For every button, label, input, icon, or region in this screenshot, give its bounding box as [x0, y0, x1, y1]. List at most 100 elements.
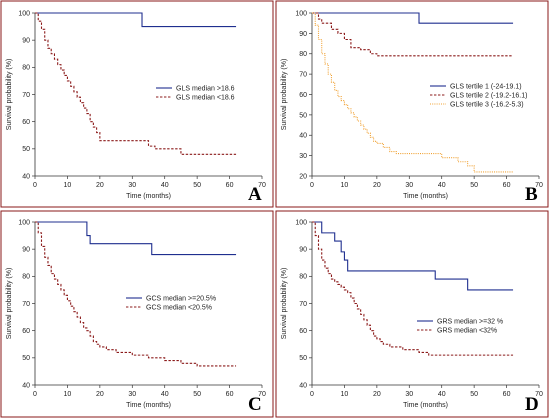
y-tick-label: 60 — [22, 119, 30, 126]
y-tick-label: 90 — [22, 247, 30, 254]
x-tick-label: 30 — [128, 182, 136, 189]
legend-label-1: GRS median >=32 % — [437, 318, 503, 325]
legend-label-3: GLS tertile 3 (-16.2-5.3) — [450, 101, 524, 108]
x-axis-label: Time (months) — [403, 402, 448, 409]
x-tick-label: 40 — [438, 182, 446, 189]
y-tick-label: 80 — [299, 274, 307, 281]
y-tick-label: 40 — [22, 173, 30, 180]
y-tick-label: 80 — [299, 51, 307, 58]
panel-letter: B — [525, 184, 538, 205]
chart-panel-d: 0 10 20 30 40 50 60 70 40 50 60 70 80 90 100 Time (mont… — [275, 210, 549, 418]
y-tick-label: 40 — [22, 382, 30, 389]
x-tick-label: 50 — [470, 391, 478, 398]
x-tick-label: 10 — [341, 182, 349, 189]
y-tick-label: 70 — [22, 301, 30, 308]
x-axis-label: Time (months) — [403, 193, 448, 200]
x-tick-label: 70 — [258, 391, 266, 398]
y-tick-label: 90 — [299, 31, 307, 38]
x-tick-label: 70 — [535, 391, 543, 398]
y-axis-label: Survival probability (%) — [6, 268, 13, 340]
x-tick-label: 30 — [128, 391, 136, 398]
y-tick-label: 50 — [22, 146, 30, 153]
x-axis-label: Time (months) — [126, 402, 171, 409]
y-tick-label: 60 — [299, 328, 307, 335]
survival-curve-1 — [312, 12, 514, 24]
x-tick-label: 40 — [161, 391, 169, 398]
x-tick-label: 20 — [373, 391, 381, 398]
y-tick-label: 50 — [22, 355, 30, 362]
y-tick-label: 50 — [299, 112, 307, 119]
panel-border — [275, 210, 549, 418]
survival-curve-1 — [35, 12, 237, 28]
y-tick-label: 50 — [299, 355, 307, 362]
y-tick-label: 90 — [22, 38, 30, 45]
chart-panel-b: 0 10 20 30 40 50 60 70 20 30 40 50 60 70 80 90 100 Time (… — [275, 0, 549, 208]
y-tick-label: 40 — [299, 382, 307, 389]
y-tick-label: 80 — [22, 274, 30, 281]
x-tick-label: 50 — [193, 182, 201, 189]
y-tick-label: 20 — [299, 173, 307, 180]
y-tick-label: 100 — [18, 219, 30, 226]
legend-label-2: GLS median <18.6 — [176, 94, 235, 101]
x-tick-label: 20 — [96, 182, 104, 189]
legend-label-2: GRS median <32% — [437, 327, 497, 334]
chart-panel-a: 0 10 20 30 40 50 60 70 40 50 60 70 80 90 100 Time (mont… — [0, 0, 274, 208]
panel-border — [275, 0, 549, 208]
x-tick-label: 10 — [64, 182, 72, 189]
legend-label-1: GLS tertile 1 (-24-19.1) — [450, 83, 522, 90]
x-tick-label: 60 — [503, 391, 511, 398]
x-tick-label: 60 — [503, 182, 511, 189]
panel-border — [0, 210, 274, 418]
y-tick-label: 40 — [299, 133, 307, 140]
x-tick-label: 50 — [470, 182, 478, 189]
x-tick-label: 50 — [193, 391, 201, 398]
x-tick-label: 30 — [405, 182, 413, 189]
y-tick-label: 70 — [299, 72, 307, 79]
y-axis-label: Survival probability (%) — [6, 59, 13, 131]
x-tick-label: 0 — [310, 391, 314, 398]
y-tick-label: 90 — [299, 247, 307, 254]
y-tick-label: 70 — [299, 301, 307, 308]
y-tick-label: 60 — [22, 328, 30, 335]
x-tick-label: 60 — [226, 391, 234, 398]
x-tick-label: 10 — [341, 391, 349, 398]
y-axis-label: Survival probability (%) — [281, 59, 288, 131]
x-tick-label: 20 — [373, 182, 381, 189]
x-tick-label: 20 — [96, 391, 104, 398]
x-tick-label: 0 — [33, 182, 37, 189]
x-tick-label: 70 — [258, 182, 266, 189]
legend-label-2: GCS median <20.5% — [146, 304, 212, 311]
survival-curve-1 — [35, 221, 237, 256]
x-tick-label: 0 — [33, 391, 37, 398]
panel-letter: C — [248, 394, 262, 415]
legend-label-1: GLS median >18.6 — [176, 85, 235, 92]
y-tick-label: 30 — [299, 153, 307, 160]
x-tick-label: 10 — [64, 391, 72, 398]
panel-border — [0, 0, 274, 208]
y-tick-label: 100 — [18, 10, 30, 17]
panel-letter: A — [248, 184, 262, 205]
y-tick-label: 100 — [295, 10, 307, 17]
x-tick-label: 40 — [438, 391, 446, 398]
x-tick-label: 0 — [310, 182, 314, 189]
y-tick-label: 70 — [22, 92, 30, 99]
y-axis-label: Survival probability (%) — [281, 268, 288, 340]
survival-curve-2 — [35, 221, 237, 367]
y-tick-label: 100 — [295, 219, 307, 226]
survival-curve-1 — [312, 221, 514, 291]
y-tick-label: 60 — [299, 92, 307, 99]
chart-panel-c: 0 10 20 30 40 50 60 70 40 50 60 70 80 90 100 Time (mont… — [0, 210, 274, 418]
x-tick-label: 30 — [405, 391, 413, 398]
panel-letter: D — [525, 394, 539, 415]
survival-curve-2 — [312, 12, 514, 57]
survival-curve-2 — [312, 221, 514, 356]
legend-label-2: GLS tertile 2 (-19.2-16.1) — [450, 92, 527, 99]
y-tick-label: 80 — [22, 65, 30, 72]
x-tick-label: 40 — [161, 182, 169, 189]
x-tick-label: 60 — [226, 182, 234, 189]
legend-label-1: GCS median >=20.5% — [146, 295, 216, 302]
survival-curve-2 — [35, 12, 237, 155]
x-axis-label: Time (months) — [126, 193, 171, 200]
x-tick-label: 70 — [535, 182, 543, 189]
